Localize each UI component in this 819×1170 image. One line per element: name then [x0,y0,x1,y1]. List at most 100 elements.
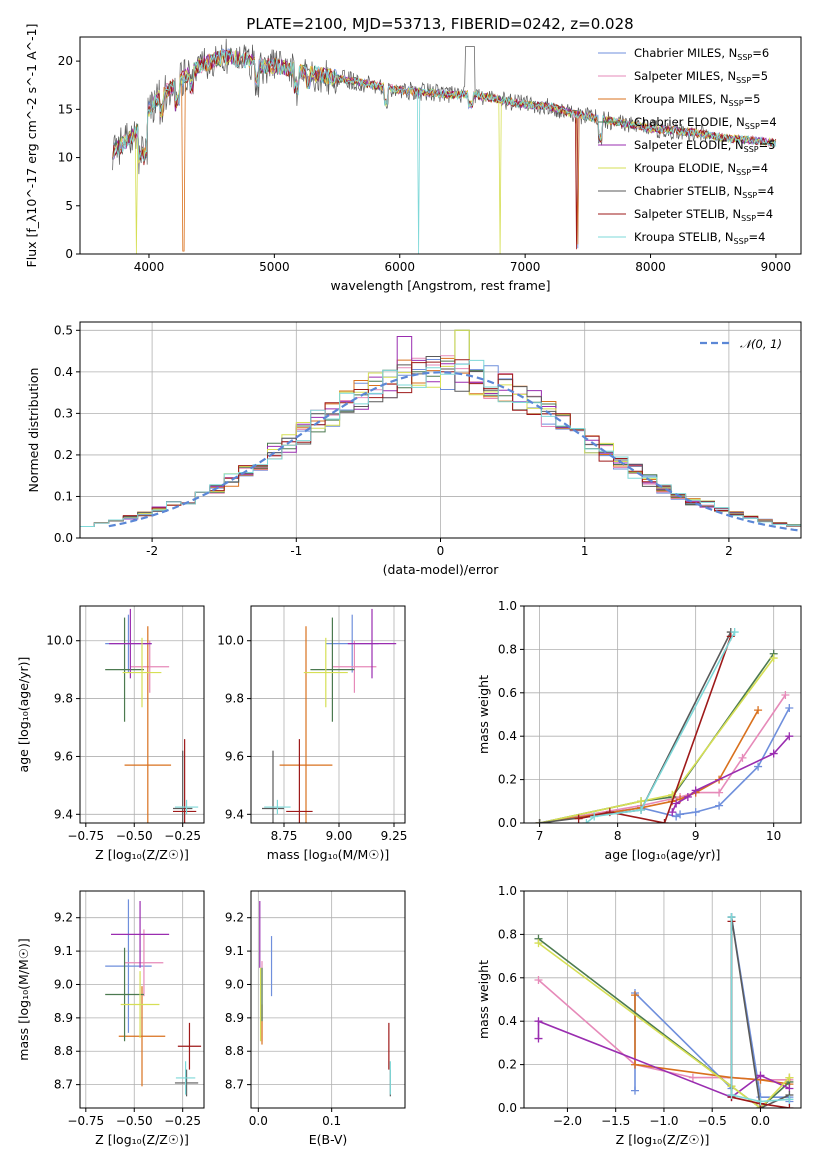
legend-text: =5 [759,138,776,152]
x-axis-label: E(B-V) [309,1132,348,1147]
panel-spectrum: 4000 5000 6000 7000 8000 9000 0 5 10 15 20 waveleng… [24,24,802,293]
x-tick-label: -2 [146,544,158,558]
y-tick-label: 0.2 [498,773,517,787]
weight-point-marker [688,1073,697,1082]
y-tick-label: 0.6 [498,971,517,985]
y-tick-label: 0.4 [54,365,73,379]
x-tick-label: 0 [437,544,445,558]
legend-entry: Kroupa STELIB, NSSP=4 [634,230,765,246]
x-tick-label: 9.00 [326,829,353,843]
x-tick-label: 0.0 [249,1114,268,1128]
x-tick-label: 9000 [761,260,792,274]
y-tick-label: 0.4 [498,1014,517,1028]
weight-point-marker [691,786,700,795]
panel-age-vs-Z: −0.75 −0.50 −0.25 9.4 9.6 9.8 10.0 Z [log₁₀(Z/Z… [16,605,205,862]
legend-entry: Chabrier STELIB, NSSP=4 [634,184,774,200]
legend-subscript: SSP [737,53,752,62]
x-tick-label: 8.75 [271,829,298,843]
weight-point-marker [785,703,794,712]
y-tick-label: 8.9 [225,1011,244,1025]
weight-point-marker [754,706,763,715]
plot-area-age-vs-Z [105,608,199,823]
x-axis-label: (data-model)/error [383,562,500,577]
x-tick-label: 9 [692,829,700,843]
y-tick-label: 10.0 [46,634,73,648]
weight-point-marker [630,1086,639,1095]
axes-frame [79,36,802,255]
legend-subscript: SSP [729,99,744,108]
legend-entry: Salpeter ELODIE, NSSP=5 [634,138,776,154]
legend-text: =5 [751,69,768,83]
plot-area-weight-vs-age [535,628,794,823]
y-tick-label: 8.8 [225,1044,244,1058]
x-tick-label: 10 [766,829,781,843]
y-tick-label: 0.0 [498,816,517,830]
weight-point-marker [691,808,700,817]
legend-subscript: SSP [736,76,751,85]
weight-point-marker [756,1097,765,1106]
y-tick-label: 0.8 [498,642,517,656]
legend-entry: Chabrier MILES, NSSP=6 [634,46,769,62]
y-tick-label: 9.0 [225,977,244,991]
x-axis-label: wavelength [Angstrom, rest frame] [330,278,550,293]
x-tick-label: -1 [290,544,302,558]
legend-entry: 𝒩(0, 1) [740,337,782,351]
x-axis-label: age [log₁₀(age/yr)] [605,847,721,862]
x-tick-label: −0.75 [67,829,104,843]
y-tick-label: 0.5 [54,323,73,337]
axes-frame [523,605,802,824]
y-tick-label: 9.1 [225,944,244,958]
x-tick-label: 6000 [384,260,415,274]
x-tick-label: −2.0 [553,1114,582,1128]
weight-point-marker [660,819,669,823]
legend-entry: Salpeter STELIB, NSSP=4 [634,207,773,223]
x-tick-label: 7 [536,829,544,843]
weight-point-marker [672,799,681,808]
y-tick-label: 0 [65,247,73,261]
weight-point-marker [754,762,763,771]
y-tick-label: 5 [65,199,73,213]
y-tick-label: 0.1 [54,489,73,503]
legend-text: Chabrier MILES, N [634,46,737,60]
spectrum-series-line [112,49,777,250]
weight-point-marker [756,1071,765,1080]
weight-point-marker [676,810,685,819]
y-tick-label: 20 [58,54,73,68]
spectrum-series-line [112,49,777,254]
y-tick-label: 0.0 [498,1101,517,1115]
weight-series-line [539,707,791,823]
weight-series-line [539,709,759,823]
y-axis-label: Normed distribution [26,368,41,493]
plot-area-spectrum [112,38,777,254]
x-tick-label: −0.75 [67,1114,104,1128]
y-tick-label: 15 [58,102,73,116]
chart-panels: 4000 5000 6000 7000 8000 900005101520waveleng… [16,24,802,1147]
legend-subscript: SSP [741,214,756,223]
y-tick-label: 1.0 [498,599,517,613]
weight-point-marker [785,1095,794,1104]
axes-frame [523,890,802,1109]
panel-weight-vs-age: 7 8 9 10 0.0 0.2 0.4 0.6 0.8 1.0 age [log₁₀(age/yr… [476,599,802,862]
weight-point-marker [738,753,747,762]
weight-point-marker [730,628,739,637]
y-tick-label: 9.8 [225,692,244,706]
x-axis-label: Z [log₁₀(Z/Z☉)] [95,847,189,862]
panel-mass-vs-Z: −0.75 −0.50 −0.25 8.7 8.8 8.9 9.0 9.1 9.2 Z [log₁… [16,890,205,1147]
y-tick-label: 9.6 [225,749,244,763]
x-axis-label: Z [log₁₀(Z/Z☉)] [95,1132,189,1147]
x-tick-label: 8000 [635,260,666,274]
y-tick-label: 9.4 [225,807,244,821]
axes-frame [79,321,802,539]
weight-point-marker [683,792,692,801]
x-tick-label: −0.25 [164,829,201,843]
legend-text: Salpeter ELODIE, N [634,138,744,152]
y-tick-label: 0.2 [498,1058,517,1072]
residual-histogram-series [80,329,801,529]
legend-text: Salpeter STELIB, N [634,207,741,221]
legend-text: Kroupa STELIB, N [634,230,734,244]
x-axis-label: mass [log₁₀(M/M☉)] [267,847,389,862]
x-tick-label: 9.25 [381,829,408,843]
legend-subscript: SSP [742,191,757,200]
